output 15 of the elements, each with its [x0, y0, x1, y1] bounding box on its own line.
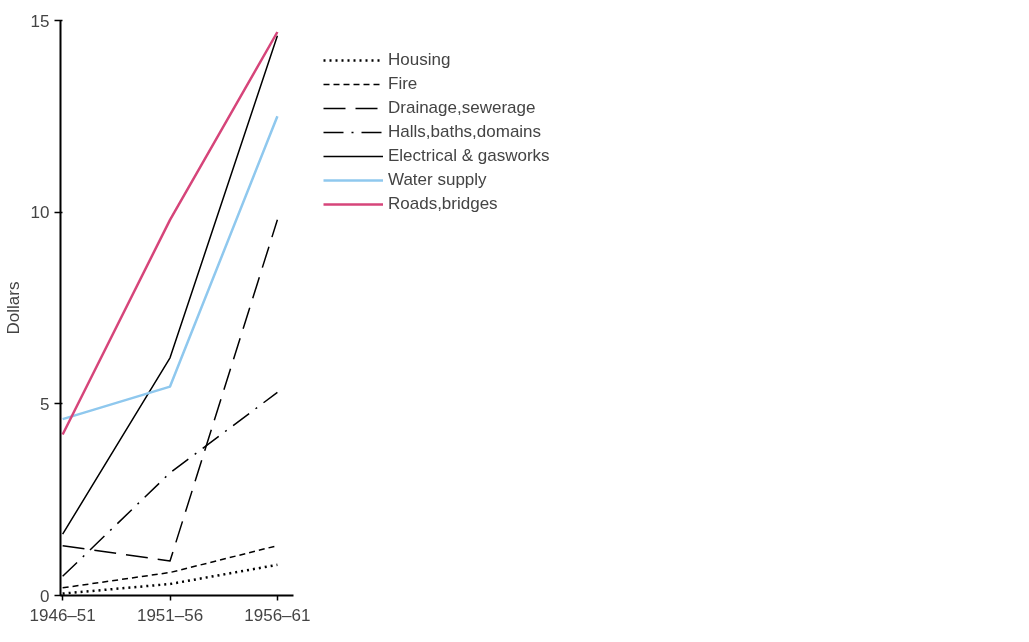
legend-label: Water supply	[388, 170, 487, 190]
y-tick-label: 5	[40, 394, 50, 414]
y-tick-label: 10	[30, 203, 50, 223]
legend-label: Roads,bridges	[388, 194, 498, 214]
x-tick-label: 1946–51	[29, 605, 96, 625]
y-axis-title: Dollars	[3, 281, 23, 335]
x-tick-label: 1951–56	[136, 605, 204, 625]
legend-label: Halls,baths,domains	[388, 122, 542, 142]
x-tick-label: 1956–61	[244, 605, 311, 625]
legend-label: Fire	[388, 74, 418, 94]
legend-label: Electrical & gasworks	[388, 146, 550, 166]
legend-label: Drainage,sewerage	[388, 98, 536, 118]
y-tick-label: 15	[30, 11, 50, 31]
legend-label: Housing	[388, 50, 451, 70]
y-tick-label: 0	[40, 586, 50, 606]
